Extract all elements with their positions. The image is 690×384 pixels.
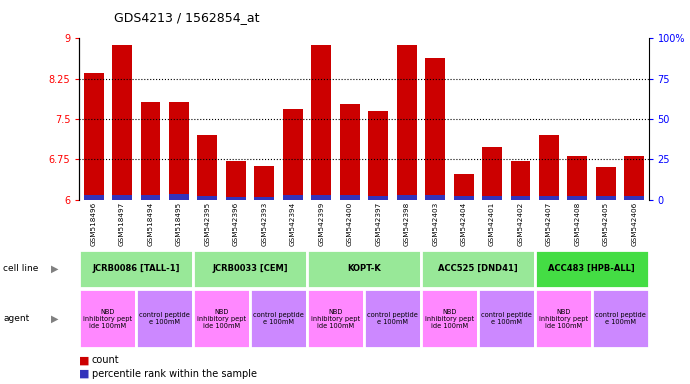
Text: control peptide
e 100mM: control peptide e 100mM xyxy=(253,312,304,325)
Text: GSM542402: GSM542402 xyxy=(518,202,524,247)
Bar xyxy=(169,102,189,200)
Text: GSM542401: GSM542401 xyxy=(489,202,495,247)
Text: NBD
inhibitory pept
ide 100mM: NBD inhibitory pept ide 100mM xyxy=(197,309,246,329)
Text: ■: ■ xyxy=(79,369,90,379)
Bar xyxy=(596,167,616,200)
Bar xyxy=(197,135,217,200)
Bar xyxy=(477,289,535,348)
Bar xyxy=(539,196,559,200)
Text: cell line: cell line xyxy=(3,264,39,273)
Bar xyxy=(511,161,531,200)
Bar xyxy=(83,195,104,200)
Bar xyxy=(453,174,473,200)
Text: percentile rank within the sample: percentile rank within the sample xyxy=(92,369,257,379)
Text: GSM542406: GSM542406 xyxy=(631,202,638,247)
Bar xyxy=(482,197,502,200)
Bar xyxy=(307,289,364,348)
Bar xyxy=(425,195,445,200)
Bar xyxy=(311,195,331,200)
Text: ■: ■ xyxy=(79,355,90,365)
Text: GSM542399: GSM542399 xyxy=(318,202,324,247)
Bar xyxy=(141,102,161,200)
Bar xyxy=(421,250,535,288)
Text: NBD
inhibitory pept
ide 100mM: NBD inhibitory pept ide 100mM xyxy=(83,309,132,329)
Text: GSM518494: GSM518494 xyxy=(148,202,153,247)
Bar xyxy=(535,289,591,348)
Bar xyxy=(112,195,132,200)
Bar xyxy=(255,197,275,200)
Bar xyxy=(397,45,417,200)
Bar xyxy=(596,197,616,200)
Text: GSM542400: GSM542400 xyxy=(347,202,353,247)
Bar xyxy=(193,289,250,348)
Text: GSM542395: GSM542395 xyxy=(204,202,210,247)
Text: GSM518495: GSM518495 xyxy=(176,202,182,247)
Text: GDS4213 / 1562854_at: GDS4213 / 1562854_at xyxy=(114,12,259,25)
Bar xyxy=(339,195,359,200)
Text: ▶: ▶ xyxy=(51,314,59,324)
Text: agent: agent xyxy=(3,314,30,323)
Bar xyxy=(283,109,303,200)
Text: GSM542405: GSM542405 xyxy=(603,202,609,247)
Text: GSM542408: GSM542408 xyxy=(575,202,580,247)
Text: GSM542393: GSM542393 xyxy=(262,202,267,247)
Text: GSM518497: GSM518497 xyxy=(119,202,125,247)
Bar xyxy=(193,250,307,288)
Bar xyxy=(197,196,217,200)
Bar xyxy=(112,45,132,200)
Text: NBD
inhibitory pept
ide 100mM: NBD inhibitory pept ide 100mM xyxy=(311,309,360,329)
Bar xyxy=(482,147,502,200)
Bar xyxy=(141,195,161,200)
Text: JCRB0033 [CEM]: JCRB0033 [CEM] xyxy=(213,264,288,273)
Bar xyxy=(339,104,359,200)
Bar xyxy=(591,289,649,348)
Text: ACC525 [DND41]: ACC525 [DND41] xyxy=(438,264,518,273)
Text: control peptide
e 100mM: control peptide e 100mM xyxy=(595,312,646,325)
Bar xyxy=(539,135,559,200)
Text: control peptide
e 100mM: control peptide e 100mM xyxy=(481,312,532,325)
Bar xyxy=(567,156,587,200)
Text: ACC483 [HPB-ALL]: ACC483 [HPB-ALL] xyxy=(549,264,635,273)
Text: ▶: ▶ xyxy=(51,264,59,274)
Text: GSM542397: GSM542397 xyxy=(375,202,381,247)
Bar xyxy=(169,194,189,200)
Bar xyxy=(397,195,417,200)
Bar xyxy=(624,156,644,200)
Text: KOPT-K: KOPT-K xyxy=(347,264,381,273)
Bar xyxy=(255,166,275,200)
Text: control peptide
e 100mM: control peptide e 100mM xyxy=(367,312,418,325)
Bar xyxy=(79,250,193,288)
Text: GSM518496: GSM518496 xyxy=(90,202,97,247)
Bar xyxy=(283,195,303,200)
Text: NBD
inhibitory pept
ide 100mM: NBD inhibitory pept ide 100mM xyxy=(539,309,588,329)
Bar xyxy=(226,197,246,200)
Text: control peptide
e 100mM: control peptide e 100mM xyxy=(139,312,190,325)
Bar xyxy=(307,250,421,288)
Bar xyxy=(624,196,644,200)
Text: GSM542398: GSM542398 xyxy=(404,202,410,247)
Bar xyxy=(511,197,531,200)
Bar xyxy=(535,250,649,288)
Text: count: count xyxy=(92,355,119,365)
Bar xyxy=(421,289,477,348)
Text: GSM542407: GSM542407 xyxy=(546,202,552,247)
Text: GSM542394: GSM542394 xyxy=(290,202,296,247)
Bar xyxy=(453,196,473,200)
Bar xyxy=(226,161,246,200)
Text: GSM542403: GSM542403 xyxy=(432,202,438,247)
Text: GSM542404: GSM542404 xyxy=(461,202,466,247)
Bar xyxy=(368,196,388,200)
Bar xyxy=(567,196,587,200)
Bar xyxy=(250,289,307,348)
Bar xyxy=(79,289,137,348)
Text: NBD
inhibitory pept
ide 100mM: NBD inhibitory pept ide 100mM xyxy=(425,309,474,329)
Text: JCRB0086 [TALL-1]: JCRB0086 [TALL-1] xyxy=(92,264,180,273)
Bar xyxy=(364,289,421,348)
Bar xyxy=(311,45,331,200)
Text: GSM542396: GSM542396 xyxy=(233,202,239,247)
Bar xyxy=(83,73,104,200)
Bar xyxy=(137,289,193,348)
Bar xyxy=(368,111,388,200)
Bar xyxy=(425,58,445,200)
